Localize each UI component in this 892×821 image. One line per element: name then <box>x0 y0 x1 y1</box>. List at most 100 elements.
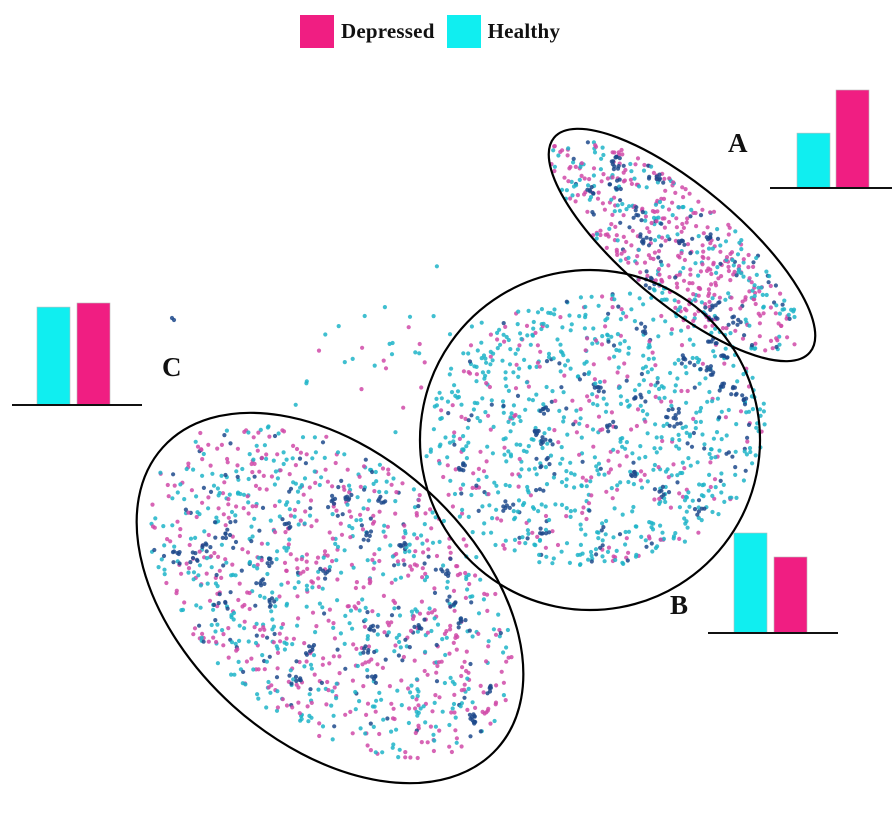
scatter-point <box>257 486 262 491</box>
scatter-point <box>272 599 277 604</box>
scatter-point <box>491 627 496 632</box>
scatter-point <box>746 265 751 270</box>
scatter-point <box>474 483 479 488</box>
scatter-point <box>617 532 623 537</box>
scatter-point <box>560 456 565 461</box>
scatter-point <box>503 324 508 329</box>
scatter-point <box>215 486 220 491</box>
scatter-point <box>382 630 387 635</box>
scatter-point <box>434 396 439 401</box>
scatter-point <box>703 376 708 381</box>
scatter-point <box>603 318 608 323</box>
scatter-point <box>703 324 708 329</box>
scatter-point <box>604 402 609 407</box>
scatter-point <box>600 543 605 548</box>
scatter-point <box>503 698 508 703</box>
scatter-point <box>696 530 701 535</box>
scatter-point <box>655 376 660 381</box>
scatter-point <box>268 690 273 695</box>
scatter-point <box>437 461 442 466</box>
scatter-point <box>673 416 679 421</box>
scatter-point <box>260 505 266 510</box>
scatter-point <box>307 644 312 649</box>
scatter-point <box>422 578 428 583</box>
scatter-point <box>553 398 558 403</box>
scatter-point <box>335 598 340 603</box>
scatter-point <box>416 498 421 503</box>
scatter-point <box>347 509 352 514</box>
scatter-point <box>650 350 655 355</box>
scatter-point <box>461 434 466 439</box>
scatter-point <box>640 366 646 371</box>
scatter-point <box>683 187 688 192</box>
scatter-point <box>511 502 516 507</box>
scatter-point <box>636 277 641 282</box>
scatter-point <box>773 311 778 316</box>
scatter-point <box>449 749 454 755</box>
scatter-point <box>507 505 512 510</box>
scatter-point <box>506 419 511 424</box>
scatter-point <box>453 467 458 472</box>
scatter-point <box>275 689 280 694</box>
scatter-point <box>302 641 307 646</box>
scatter-point <box>577 421 582 426</box>
scatter-point <box>568 196 573 201</box>
scatter-point <box>685 525 690 530</box>
scatter-point <box>589 553 594 558</box>
scatter-point <box>398 543 403 548</box>
scatter-point <box>284 603 289 608</box>
scatter-point <box>337 671 342 676</box>
scatter-point <box>171 317 177 323</box>
scatter-point <box>566 179 571 184</box>
scatter-point <box>723 239 729 244</box>
scatter-point <box>433 515 438 520</box>
scatter-point <box>744 396 749 401</box>
scatter-point <box>191 577 196 582</box>
scatter-point <box>599 156 604 161</box>
scatter-point <box>421 550 426 555</box>
scatter-point <box>226 655 231 660</box>
scatter-point <box>552 472 557 477</box>
scatter-point <box>460 507 465 512</box>
scatter-point <box>455 573 460 578</box>
scatter-point <box>377 690 382 696</box>
scatter-point <box>618 317 624 322</box>
scatter-point <box>707 389 712 395</box>
scatter-point <box>287 673 292 678</box>
scatter-point <box>368 627 373 632</box>
scatter-point <box>687 281 692 286</box>
scatter-point <box>629 181 635 186</box>
scatter-point <box>589 294 594 299</box>
scatter-point <box>602 472 607 477</box>
scatter-point <box>177 533 182 539</box>
scatter-point <box>634 261 639 266</box>
scatter-point <box>662 395 667 400</box>
scatter-point <box>638 478 643 483</box>
scatter-point <box>629 472 634 478</box>
scatter-point <box>464 576 469 582</box>
scatter-point <box>223 600 228 606</box>
scatter-point <box>750 407 756 412</box>
cluster-label-c: C <box>162 352 182 382</box>
scatter-point <box>604 489 609 494</box>
scatter-point <box>566 146 571 151</box>
scatter-point <box>332 636 337 641</box>
scatter-point <box>539 438 544 443</box>
scatter-point <box>561 390 566 395</box>
scatter-point <box>265 571 270 577</box>
scatter-point <box>445 568 450 573</box>
scatter-point <box>541 321 546 326</box>
scatter-point <box>454 647 459 652</box>
scatter-point <box>690 355 695 361</box>
scatter-point <box>291 636 296 641</box>
scatter-point <box>233 513 238 518</box>
scatter-point <box>656 255 661 260</box>
scatter-point <box>710 399 715 404</box>
scatter-point <box>437 390 442 395</box>
scatter-point <box>680 425 685 430</box>
scatter-point <box>714 430 720 435</box>
scatter-point <box>414 697 419 702</box>
scatter-point <box>260 577 266 582</box>
scatter-point <box>468 661 473 667</box>
scatter-point <box>620 152 625 157</box>
